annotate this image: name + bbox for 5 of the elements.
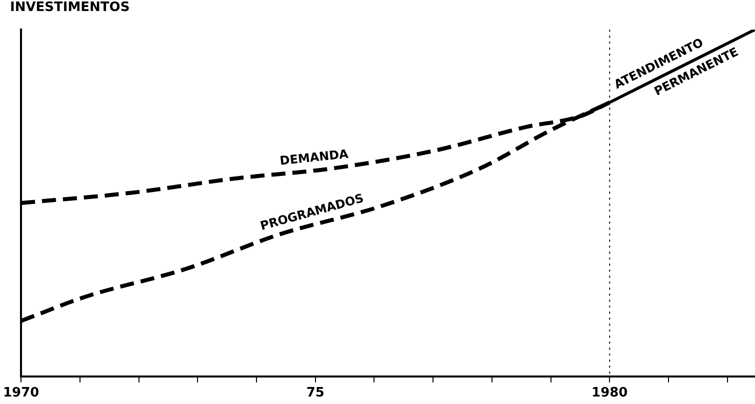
text: DEMANDA xyxy=(279,146,350,168)
chart-title: INVESTIMENTOS xyxy=(10,0,130,16)
x-tick-label: 75 xyxy=(306,386,324,401)
x-tick-label: 1970 xyxy=(2,386,40,401)
x-tick-label: 1980 xyxy=(592,386,628,401)
